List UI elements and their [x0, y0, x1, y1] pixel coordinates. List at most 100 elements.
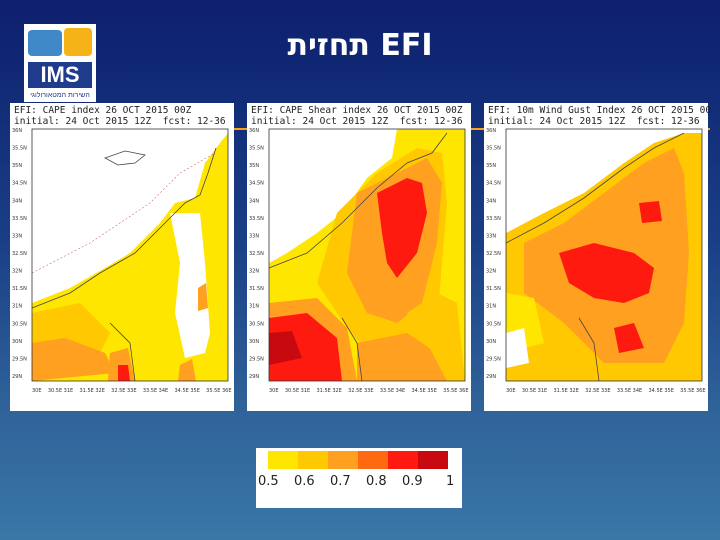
lat-tick-label: 29N	[486, 374, 496, 380]
lon-tick-label: 34.5E	[412, 388, 426, 394]
sinai-border	[341, 317, 363, 382]
lon-tick-label: 33.5E	[143, 388, 157, 394]
lat-tick-label: 34N	[486, 198, 496, 204]
lat-tick-label: 35.5N	[12, 146, 27, 152]
lat-tick-label: 33.5N	[249, 216, 264, 222]
sinai-border	[109, 322, 136, 382]
efi-field-07c	[357, 333, 447, 381]
lat-tick-label: 35N	[249, 163, 259, 169]
legend-label: 1	[446, 474, 455, 489]
map-border	[505, 128, 703, 382]
map-panel-wind-gust: 36N 35.5N 35N 34.5N 34N 33.5N 33N 32.5N 32N 31.5N…	[484, 103, 711, 411]
lat-tick-label: 31.5N	[486, 286, 501, 292]
panel-title: EFI: CAPE Shear index 26 OCT 2015 00Z	[251, 105, 463, 116]
color-legend: 0.5 0.6 0.7 0.8 0.9 1	[256, 448, 462, 508]
lon-tick-label: 30.5E	[48, 388, 62, 394]
lat-tick-label: 35N	[486, 163, 496, 169]
map-border	[268, 128, 466, 382]
legend-swatch	[298, 451, 328, 469]
legend-label: 0.5	[258, 474, 279, 489]
lat-tick-label: 33N	[12, 233, 22, 239]
lon-tick-label: 30.5E	[522, 388, 536, 394]
legend-swatch	[268, 451, 298, 469]
panel-header: EFI: CAPE Shear index 26 OCT 2015 00Z in…	[251, 105, 463, 127]
lat-tick-label: 32.5N	[12, 251, 27, 257]
lat-tick-label: 33N	[486, 233, 496, 239]
lon-tick-label: 34.5E	[649, 388, 663, 394]
page-title: תחזית EFI	[287, 28, 433, 63]
efi-field-09b	[269, 313, 342, 381]
lat-tick-label: 29.5N	[12, 356, 27, 362]
border-line	[31, 152, 216, 274]
lon-tick-label: 31E	[64, 388, 74, 394]
coastline	[31, 147, 217, 309]
lat-tick-label: 34.5N	[12, 181, 27, 187]
map-panel-cape: 36N 35.5N 35N 34.5N 34N 33.5N 33N 32.5N 32N 31.5N…	[10, 103, 234, 411]
lon-tick-label: 36E	[459, 388, 469, 394]
panel-subtitle: initial: 24 Oct 2015 12Z fcst: 12-36	[488, 116, 700, 127]
legend-label: 0.6	[294, 474, 315, 489]
lon-tick-label: 32.5E	[111, 388, 125, 394]
coastline	[505, 132, 685, 244]
lat-tick-label: 29.5N	[486, 356, 501, 362]
lon-tick-label: 31.5E	[317, 388, 331, 394]
lat-tick-label: 30.5N	[249, 321, 264, 327]
efi-field-09c	[614, 323, 644, 353]
panel-subtitle: initial: 24 Oct 2015 12Z fcst: 12-36	[14, 116, 226, 127]
lat-tick-label: 36N	[486, 128, 496, 134]
lon-tick-label: 35E	[664, 388, 674, 394]
legend-label: 0.9	[402, 474, 423, 489]
efi-field-07	[32, 338, 115, 381]
lat-tick-label: 33N	[249, 233, 259, 239]
cloud-icon	[28, 30, 62, 56]
lon-tick-label: 36E	[222, 388, 232, 394]
lon-tick-label: 33E	[601, 388, 611, 394]
legend-swatch	[358, 451, 388, 469]
lon-tick-label: 35.5E	[443, 388, 457, 394]
efi-field-07d	[198, 283, 208, 311]
sea-region	[269, 129, 397, 263]
panel-title: EFI: CAPE index 26 OCT 2015 00Z	[14, 105, 192, 116]
lat-tick-label: 34.5N	[249, 181, 264, 187]
logo-text: IMS	[28, 62, 92, 88]
lon-tick-label: 33.5E	[380, 388, 394, 394]
map-panel-cape-shear: 36N 35.5N 35N 34.5N 34N 33.5N 33N 32.5N 32N 31.5N…	[247, 103, 471, 411]
lon-tick-label: 32.5E	[348, 388, 362, 394]
lat-tick-label: 35N	[12, 163, 22, 169]
lon-tick-label: 31.5E	[80, 388, 94, 394]
lat-tick-label: 32N	[249, 269, 259, 275]
sinai-border	[578, 317, 600, 382]
lat-tick-label: 30.5N	[486, 321, 501, 327]
logo-subtitle: השירות המטאורולוגי	[30, 92, 90, 99]
panel-header: EFI: 10m Wind Gust Index 26 OCT 2015 00 …	[488, 105, 711, 127]
lon-tick-label: 35E	[427, 388, 437, 394]
legend-label: 0.8	[366, 474, 387, 489]
lon-tick-label: 31E	[301, 388, 311, 394]
sun-icon	[64, 28, 92, 56]
lon-tick-label: 32E	[95, 388, 105, 394]
legend-swatch	[388, 451, 418, 469]
lat-tick-label: 30N	[12, 339, 22, 345]
legend-swatch	[328, 451, 358, 469]
lat-tick-label: 30.5N	[12, 321, 27, 327]
lat-tick-label: 36N	[12, 128, 22, 134]
lat-tick-label: 33.5N	[486, 216, 501, 222]
lat-tick-label: 31.5N	[12, 286, 27, 292]
efi-field-07c	[178, 359, 196, 381]
lat-tick-label: 34N	[249, 198, 259, 204]
lat-tick-label: 34N	[12, 198, 22, 204]
lon-tick-label: 30E	[506, 388, 516, 394]
coastline	[268, 132, 448, 269]
legend-label: 0.7	[330, 474, 351, 489]
lat-tick-label: 30N	[249, 339, 259, 345]
lon-tick-label: 34E	[159, 388, 169, 394]
map-border	[31, 128, 229, 382]
map-wind-gust-svg: 36N 35.5N 35N 34.5N 34N 33.5N 33N 32.5N 32N 31.5N…	[486, 128, 706, 394]
lon-tick-label: 35.5E	[206, 388, 220, 394]
lat-tick-label: 32.5N	[249, 251, 264, 257]
lat-tick-label: 32N	[486, 269, 496, 275]
lat-tick-label: 29N	[249, 374, 259, 380]
efi-field-09	[559, 243, 654, 303]
lat-tick-label: 30N	[486, 339, 496, 345]
map-cape-shear-svg: 36N 35.5N 35N 34.5N 34N 33.5N 33N 32.5N 32N 31.5N…	[249, 128, 469, 394]
